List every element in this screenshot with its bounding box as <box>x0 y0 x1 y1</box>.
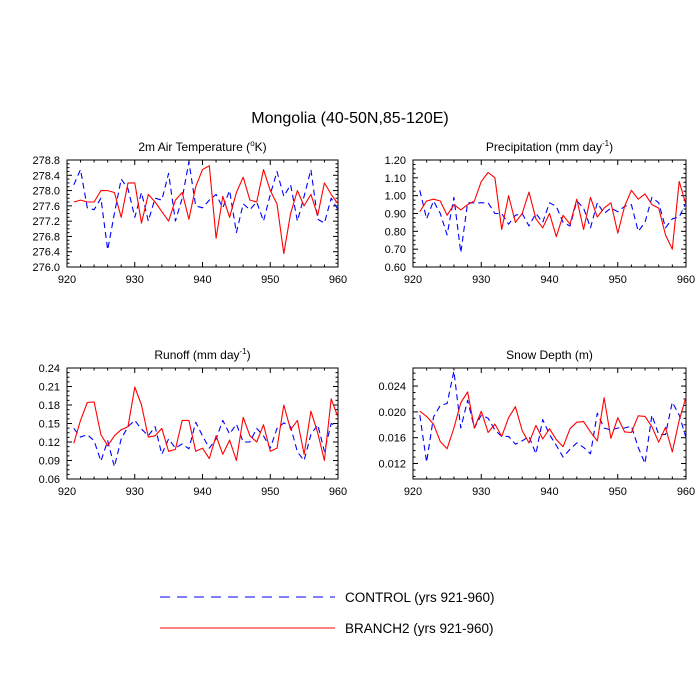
x-tick-label: 920 <box>58 274 76 286</box>
y-tick-label: 0.09 <box>39 456 60 468</box>
y-tick-label: 0.24 <box>39 363 60 375</box>
y-tick-label: 0.90 <box>385 209 406 221</box>
y-tick-label: 0.15 <box>39 419 60 431</box>
panel-4: Snow Depth (m) 920 930 940 950 960 0.012 0.016 0… <box>378 348 695 498</box>
panel-title-main: Precipitation (mm day <box>486 140 602 154</box>
panel-title-sup: o <box>250 139 255 148</box>
x-tick-label: 930 <box>126 274 144 286</box>
panel-title-main: Runoff (mm day <box>154 348 239 362</box>
y-tick-label: 1.00 <box>385 191 406 203</box>
x-tick-label: 940 <box>193 486 211 498</box>
x-tick-label: 920 <box>404 274 422 286</box>
y-tick-label: 278.8 <box>32 155 60 167</box>
y-tick-label: 277.6 <box>32 201 60 213</box>
y-tick-label: 0.020 <box>378 407 406 419</box>
panel-2: Precipitation (mm day-1) 920 930 940 950 960 0… <box>385 139 696 286</box>
plot-frame <box>66 159 339 268</box>
x-tick-label: 960 <box>677 274 695 286</box>
y-tick-label: 0.06 <box>39 474 60 486</box>
y-tick-label: 276.0 <box>32 262 60 274</box>
legend: CONTROL (yrs 921-960) BRANCH2 (yrs 921-9… <box>160 590 495 636</box>
x-tick-label: 930 <box>126 486 144 498</box>
x-tick-label: 930 <box>472 486 490 498</box>
panel-title-main: 2m Air Temperature ( <box>138 140 250 154</box>
series-line-control <box>73 161 339 251</box>
x-tick-label: 950 <box>261 274 279 286</box>
y-tick-label: 278.4 <box>32 170 60 182</box>
series-line-branch2 <box>73 165 339 255</box>
panel-title: Precipitation (mm day-1) <box>486 139 613 154</box>
y-tick-label: 0.024 <box>378 381 406 393</box>
x-tick-label: 960 <box>329 274 347 286</box>
y-tick-label: 0.60 <box>385 262 406 274</box>
panel-title-tail: ) <box>247 348 251 362</box>
y-tick-label: 276.8 <box>32 231 60 243</box>
y-tick-label: 1.20 <box>385 155 406 167</box>
panel-title: Runoff (mm day-1) <box>154 347 250 362</box>
x-tick-label: 950 <box>609 274 627 286</box>
x-tick-label: 960 <box>677 486 695 498</box>
legend-branch2-label: BRANCH2 (yrs 921-960) <box>345 621 494 636</box>
x-tick-label: 950 <box>261 486 279 498</box>
series-line-control <box>419 370 687 465</box>
panel-1: 2m Air Temperature (oK) 920 930 940 950 960 27… <box>32 139 347 286</box>
figure-title: Mongolia (40-50N,85-120E) <box>251 110 448 127</box>
x-tick-label: 940 <box>193 274 211 286</box>
series-line-branch2 <box>419 171 687 250</box>
legend-control-label: CONTROL (yrs 921-960) <box>345 590 495 605</box>
y-tick-label: 0.016 <box>378 433 406 445</box>
y-tick-label: 278.0 <box>32 186 60 198</box>
panel-title-sup: -1 <box>602 139 610 148</box>
series-line-branch2 <box>419 391 687 453</box>
panel-title-tail: K) <box>255 140 267 154</box>
series-line-control <box>73 419 339 468</box>
y-tick-label: 0.21 <box>39 382 60 394</box>
x-tick-label: 940 <box>540 274 558 286</box>
x-tick-label: 920 <box>58 486 76 498</box>
y-tick-label: 0.012 <box>378 459 406 471</box>
panel-3: Runoff (mm day-1) 920 930 940 950 960 0.06 0.09… <box>39 347 348 498</box>
panel-title-main: Snow Depth (m) <box>506 348 593 362</box>
panel-title-sup: -1 <box>240 347 248 356</box>
panel-title-tail: ) <box>609 140 613 154</box>
y-tick-label: 276.4 <box>32 247 60 259</box>
series-line-branch2 <box>73 386 339 462</box>
x-tick-label: 920 <box>404 486 422 498</box>
y-tick-label: 277.2 <box>32 216 60 228</box>
panel-title: Snow Depth (m) <box>506 348 593 362</box>
x-tick-label: 950 <box>609 486 627 498</box>
y-tick-label: 0.80 <box>385 226 406 238</box>
y-tick-label: 1.10 <box>385 173 406 185</box>
plot-frame <box>412 367 687 480</box>
y-tick-label: 0.70 <box>385 244 406 256</box>
x-tick-label: 930 <box>472 274 490 286</box>
panel-title: 2m Air Temperature (oK) <box>138 139 266 154</box>
x-tick-label: 940 <box>540 486 558 498</box>
panels: 2m Air Temperature (oK) 920 930 940 950 960 27… <box>32 139 695 498</box>
plot-frame <box>66 367 339 480</box>
y-tick-label: 0.12 <box>39 437 60 449</box>
y-tick-label: 0.18 <box>39 400 60 412</box>
x-tick-label: 960 <box>329 486 347 498</box>
series-line-control <box>419 190 687 254</box>
